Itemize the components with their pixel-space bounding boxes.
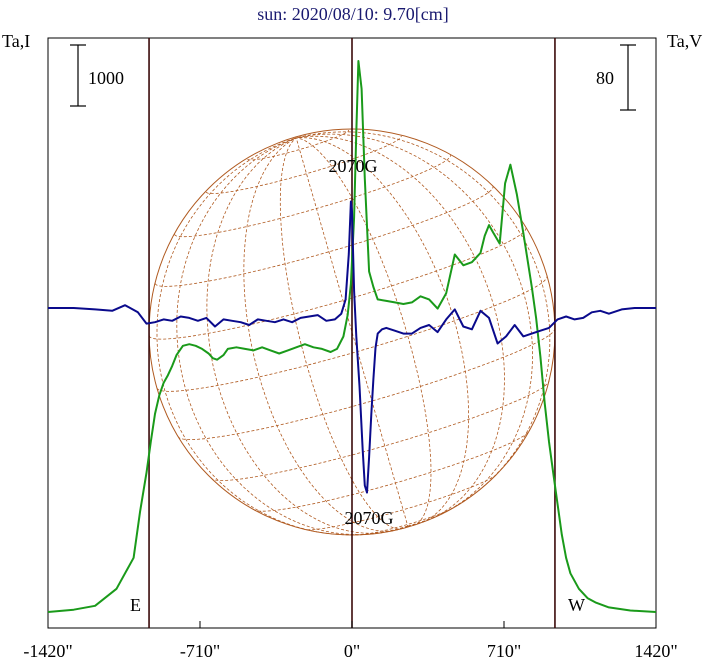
scale-bar-right [620,44,636,111]
latitude-line [302,472,499,531]
longitude-line [296,137,469,527]
longitude-line [296,137,432,527]
source-label-top: 2070G [329,156,378,176]
x-tick-label: 0" [344,641,360,661]
x-tick-label: 1420" [634,641,677,661]
y-axis-right-label: Ta,V [667,31,702,51]
longitude-line [279,137,409,530]
scale-bar-right-label: 80 [596,68,614,88]
limb-lines [148,38,556,628]
x-tick-label: -710" [180,641,220,661]
west-label: W [568,595,585,615]
series-layer [47,60,657,613]
chart-title: sun: 2020/08/10: 9.70[cm] [257,4,449,24]
scale-bar-left-label: 1000 [88,68,124,88]
longitude-line [243,137,408,532]
x-tick-label: -1420" [23,641,72,661]
longitude-line [206,137,408,534]
source-label-bottom: 2070G [345,508,394,528]
latitude-line [205,135,402,194]
latitude-line [210,380,550,481]
y-axis-left-label: Ta,I [2,31,30,51]
longitude-line [176,137,408,535]
x-axis: -1420" -710" 0" 710" 1420" [23,621,678,661]
longitude-line [296,133,534,527]
latitude-line [154,186,494,287]
series-polarization-line [48,200,656,494]
solar-disk [148,128,556,536]
longitude-line [296,131,551,527]
latitude-line [253,429,530,512]
longitude-line [296,135,505,527]
longitude-line [156,137,408,536]
latitude-line [177,328,556,441]
east-label: E [130,595,141,615]
scale-bar-left [70,44,86,107]
latitude-line [148,227,527,340]
x-tick-label: 710" [487,641,521,661]
